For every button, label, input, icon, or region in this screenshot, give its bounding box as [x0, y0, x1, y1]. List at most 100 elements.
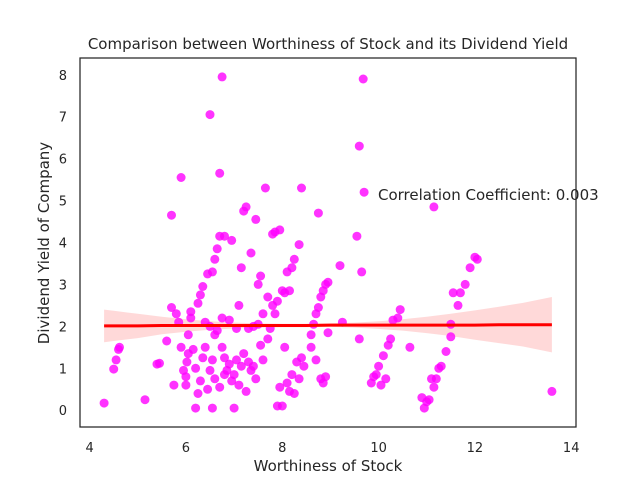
data-point	[217, 342, 227, 352]
data-point	[203, 384, 213, 394]
data-point	[352, 231, 362, 241]
y-axis-ticks: 0 1 2 3 4 5 6 7 8	[59, 69, 67, 419]
data-point	[405, 342, 415, 352]
data-point	[195, 376, 205, 386]
data-point	[212, 326, 222, 336]
data-point	[258, 309, 268, 319]
data-point	[183, 330, 193, 340]
data-point	[188, 344, 198, 354]
y-tick-label: 6	[59, 153, 67, 168]
data-point	[453, 300, 463, 310]
data-point	[436, 361, 446, 371]
data-point	[167, 210, 176, 220]
data-point	[205, 110, 215, 120]
data-point	[191, 403, 201, 413]
data-point	[354, 141, 364, 151]
data-point	[424, 395, 434, 405]
data-point	[297, 183, 306, 193]
data-point	[191, 363, 201, 373]
data-point	[241, 386, 251, 396]
y-tick-label: 7	[59, 111, 67, 126]
data-point	[229, 370, 239, 380]
data-point	[299, 361, 309, 371]
data-point	[359, 187, 369, 197]
data-point	[224, 315, 234, 325]
data-point	[186, 307, 196, 317]
data-point	[277, 401, 287, 411]
data-point	[311, 355, 321, 365]
data-point	[217, 313, 227, 323]
y-tick-label: 4	[59, 237, 67, 252]
data-point	[323, 328, 333, 338]
data-point	[275, 382, 285, 392]
x-axis-ticks: 4 6 8 10 12 14	[85, 441, 579, 456]
data-point	[212, 244, 222, 254]
data-point	[287, 370, 297, 380]
data-point	[186, 313, 196, 323]
data-point	[460, 279, 470, 289]
data-point	[371, 370, 381, 380]
data-point	[381, 374, 391, 384]
data-point	[313, 208, 323, 218]
data-point	[441, 347, 451, 356]
data-point	[251, 374, 261, 384]
data-point	[234, 300, 244, 310]
data-point	[354, 334, 364, 344]
data-point	[297, 353, 306, 363]
data-point	[448, 288, 458, 298]
data-point	[176, 342, 186, 352]
data-point	[167, 303, 176, 312]
data-point	[115, 342, 124, 352]
data-point	[446, 332, 456, 342]
data-point	[357, 267, 367, 277]
y-tick-label: 2	[59, 320, 67, 335]
data-point	[171, 309, 181, 319]
data-point	[232, 355, 241, 365]
data-point	[99, 398, 109, 408]
data-point	[253, 279, 263, 289]
data-point	[374, 361, 384, 371]
data-point	[217, 72, 227, 82]
data-point	[313, 303, 323, 312]
data-point	[393, 313, 403, 323]
data-point	[246, 248, 256, 258]
data-point	[140, 395, 150, 405]
x-tick-label: 8	[278, 441, 286, 456]
data-point	[431, 374, 441, 384]
plot-area	[99, 72, 557, 413]
data-point	[193, 298, 203, 308]
data-point	[207, 403, 217, 413]
data-point	[260, 183, 270, 193]
data-point	[224, 359, 234, 369]
x-tick-label: 4	[85, 441, 93, 456]
data-point	[220, 353, 229, 363]
data-point	[176, 173, 186, 182]
data-point	[306, 342, 316, 352]
data-point	[280, 342, 290, 352]
data-point	[272, 296, 282, 306]
data-point	[215, 382, 225, 392]
x-tick-label: 12	[467, 441, 484, 456]
data-point	[234, 380, 244, 390]
data-point	[547, 386, 557, 396]
data-point	[236, 263, 246, 273]
data-point	[256, 340, 266, 350]
data-point	[205, 365, 215, 375]
data-point	[289, 389, 299, 398]
x-axis-label: Worthiness of Stock	[254, 457, 403, 475]
data-point	[220, 231, 229, 241]
data-point	[251, 214, 261, 224]
data-point	[455, 288, 465, 298]
correlation-annotation: Correlation Coefficient: 0.003	[378, 186, 599, 204]
data-point	[182, 357, 192, 367]
y-tick-label: 0	[59, 404, 67, 419]
x-tick-label: 6	[182, 441, 190, 456]
data-point	[282, 378, 292, 388]
regression-line	[104, 323, 552, 328]
data-point	[169, 380, 179, 390]
data-point	[207, 355, 217, 365]
data-point	[294, 374, 304, 384]
data-point	[210, 374, 220, 384]
data-point	[263, 334, 273, 344]
